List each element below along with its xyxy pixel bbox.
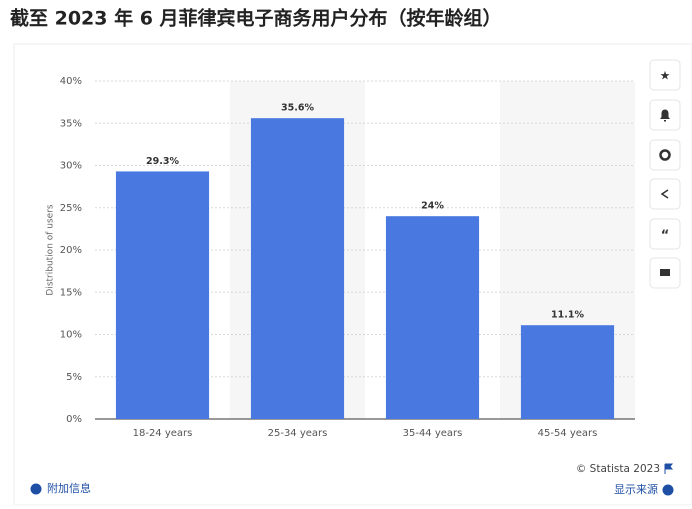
info-icon — [30, 483, 42, 495]
gear-icon — [659, 149, 671, 161]
y-tick-label: 0% — [66, 414, 82, 425]
y-tick-label: 30% — [60, 161, 82, 172]
value-label: 24% — [421, 201, 444, 212]
info-icon — [662, 484, 674, 496]
share-button[interactable] — [649, 178, 681, 210]
more-info-link[interactable]: 附加信息 — [47, 481, 91, 495]
print-icon — [660, 269, 670, 276]
bell-icon — [660, 109, 670, 122]
x-tick-label: 45-54 years — [538, 428, 598, 439]
bar — [520, 325, 615, 419]
value-label: 35.6% — [281, 103, 314, 114]
quote-icon: “ — [661, 229, 670, 244]
bar — [115, 171, 210, 419]
y-tick-label: 20% — [60, 245, 82, 256]
y-tick-label: 35% — [60, 118, 82, 129]
flag-icon — [664, 463, 674, 474]
y-tick-label: 40% — [60, 76, 82, 87]
source-credit: © Statista 2023 — [576, 463, 660, 475]
y-axis-label: Distribution of users — [46, 204, 56, 296]
side-toolbar: ★ “ — [649, 59, 681, 289]
cite-button[interactable] — [649, 218, 681, 250]
y-tick-label: 10% — [60, 330, 82, 341]
y-tick-label: 25% — [60, 203, 82, 214]
show-source-link[interactable]: 显示来源 — [614, 482, 658, 496]
star-icon: ★ — [660, 69, 671, 83]
value-label: 29.3% — [146, 156, 179, 167]
y-tick-label: 5% — [66, 372, 82, 383]
favorite-button[interactable] — [649, 59, 681, 91]
bar — [385, 216, 480, 419]
settings-button[interactable] — [649, 139, 681, 171]
x-tick-label: 18-24 years — [133, 428, 193, 439]
y-tick-label: 15% — [60, 287, 82, 298]
chart-title: 截至 2023 年 6 月菲律宾电子商务用户分布（按年龄组） — [10, 7, 502, 30]
bar — [250, 118, 345, 420]
share-icon — [660, 189, 669, 199]
value-label: 11.1% — [551, 310, 584, 321]
x-tick-label: 35-44 years — [403, 428, 463, 439]
x-tick-label: 25-34 years — [268, 428, 328, 439]
